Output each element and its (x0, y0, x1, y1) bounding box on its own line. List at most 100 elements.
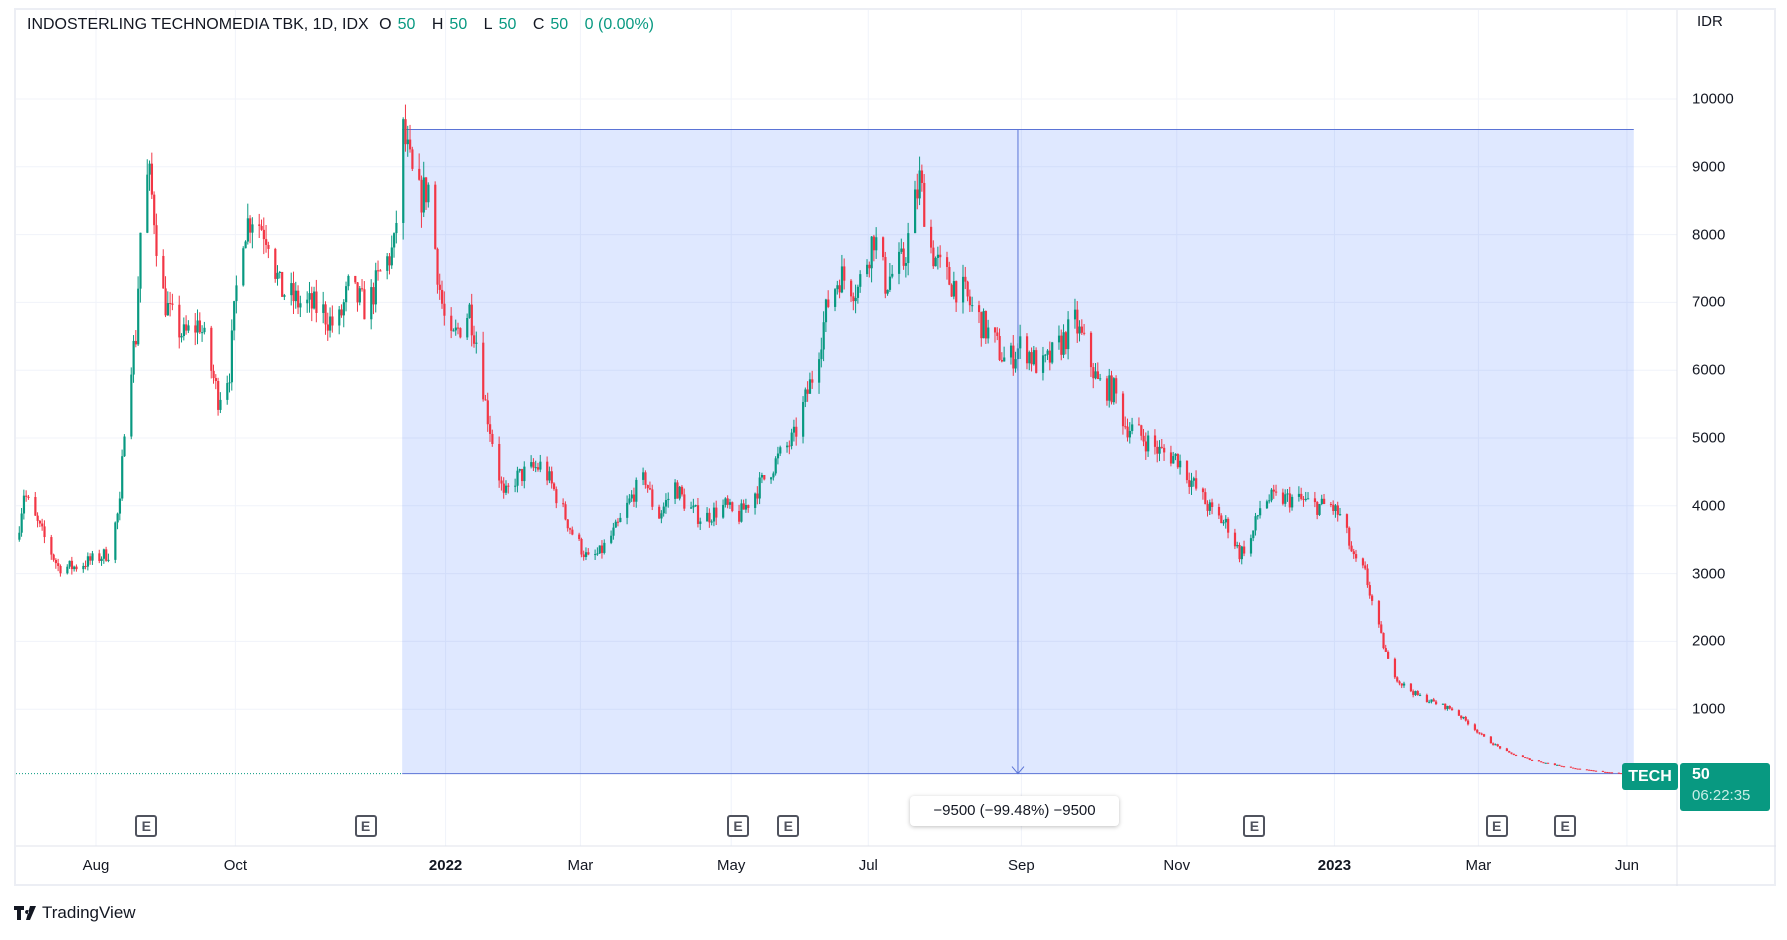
candle-down (1524, 757, 1527, 759)
candle-up (1062, 332, 1065, 355)
x-tick-label: 2023 (1317, 857, 1352, 874)
candle-down (1345, 514, 1349, 528)
symbol-name[interactable]: INDOSTERLING TECHNOMEDIA TBK, 1D, IDX (27, 16, 369, 33)
candle-up (226, 383, 229, 400)
candle-down (1606, 772, 1609, 774)
candle-down (1510, 752, 1513, 754)
earnings-marker[interactable]: E (1554, 815, 1577, 837)
candle-up (898, 251, 901, 274)
candle-up (1147, 435, 1150, 452)
candle-down (1393, 658, 1397, 678)
candle-down (1302, 498, 1305, 500)
candle-up (422, 177, 425, 213)
candle-up (1009, 345, 1013, 358)
candle-down (1233, 532, 1237, 547)
candle-up (1208, 502, 1211, 511)
candle-up (548, 471, 551, 481)
candle-down (715, 507, 718, 518)
candle-down (34, 497, 37, 516)
earnings-marker[interactable]: E (777, 815, 800, 837)
candle-down (1083, 332, 1086, 334)
candle-down (38, 520, 42, 524)
candle-up (584, 552, 588, 558)
candle-up (539, 461, 542, 470)
candle-up (635, 479, 638, 502)
candle-down (262, 229, 265, 240)
candle-up (22, 495, 26, 514)
earnings-marker[interactable]: E (1243, 815, 1266, 837)
candle-down (1588, 769, 1591, 771)
candle-down (507, 485, 510, 487)
candle-down (852, 296, 855, 302)
candle-down (1227, 518, 1230, 533)
candle-down (1387, 651, 1390, 659)
candle-down (36, 515, 39, 521)
candle-up (466, 317, 469, 338)
candle-up (772, 473, 775, 478)
candle-down (552, 483, 556, 490)
x-tick-label: Mar (1465, 857, 1492, 874)
candle-down (1124, 426, 1127, 428)
candle-down (441, 289, 444, 304)
candle-up (1108, 375, 1111, 401)
candle-up (246, 218, 249, 242)
candle-down (968, 296, 972, 306)
candle-up (386, 256, 389, 271)
candle-down (1048, 350, 1052, 363)
candle-up (760, 475, 764, 478)
candle-down (1480, 733, 1483, 735)
earnings-marker[interactable]: E (135, 815, 158, 837)
candle-down (1288, 493, 1291, 508)
candle-down (1220, 515, 1223, 524)
earnings-marker[interactable]: E (727, 815, 750, 837)
candle-up (313, 291, 316, 309)
candle-up (73, 566, 76, 570)
candle-down (1546, 762, 1550, 764)
candle-up (1051, 342, 1054, 363)
candle-up (1112, 378, 1115, 403)
candle-down (1530, 759, 1534, 761)
candle-up (454, 327, 457, 331)
tradingview-logo[interactable]: TradingView (14, 903, 136, 923)
candle-up (804, 389, 807, 402)
candle-down (1592, 770, 1595, 772)
candle-down (1489, 736, 1493, 744)
candle-up (523, 466, 526, 482)
candle-up (1446, 705, 1449, 710)
candle-down (1366, 568, 1369, 586)
candle-up (802, 401, 805, 437)
candle-down (646, 484, 649, 489)
x-tick-label: Jul (858, 857, 878, 874)
candle-up (100, 558, 103, 561)
candle-down (1144, 441, 1147, 452)
candle-down (1115, 378, 1118, 394)
candle-up (888, 276, 892, 290)
currency-label[interactable]: IDR (1697, 13, 1723, 30)
candle-up (914, 189, 917, 234)
candle-up (886, 289, 889, 294)
candle-up (610, 535, 613, 543)
candle-down (57, 563, 60, 566)
candle-up (706, 512, 709, 522)
candle-up (792, 426, 796, 433)
candle-down (1610, 772, 1614, 774)
candle-down (806, 389, 809, 394)
candle-down (162, 255, 165, 289)
earnings-marker[interactable]: E (1485, 815, 1508, 837)
candle-down (1578, 768, 1582, 770)
candle-down (98, 553, 101, 561)
candle-up (952, 281, 956, 297)
candle-down (747, 505, 750, 508)
candle-down (1153, 435, 1157, 447)
candle-down (1416, 691, 1419, 696)
x-tick-label: Nov (1163, 857, 1191, 874)
bar-countdown: 06:22:35 (1692, 787, 1751, 804)
candle-down (1505, 748, 1509, 752)
candle-down (260, 225, 263, 230)
candle-down (450, 315, 453, 331)
candle-down (361, 288, 364, 290)
candle-down (644, 472, 647, 485)
earnings-marker[interactable]: E (354, 815, 377, 837)
candle-down (564, 504, 567, 520)
